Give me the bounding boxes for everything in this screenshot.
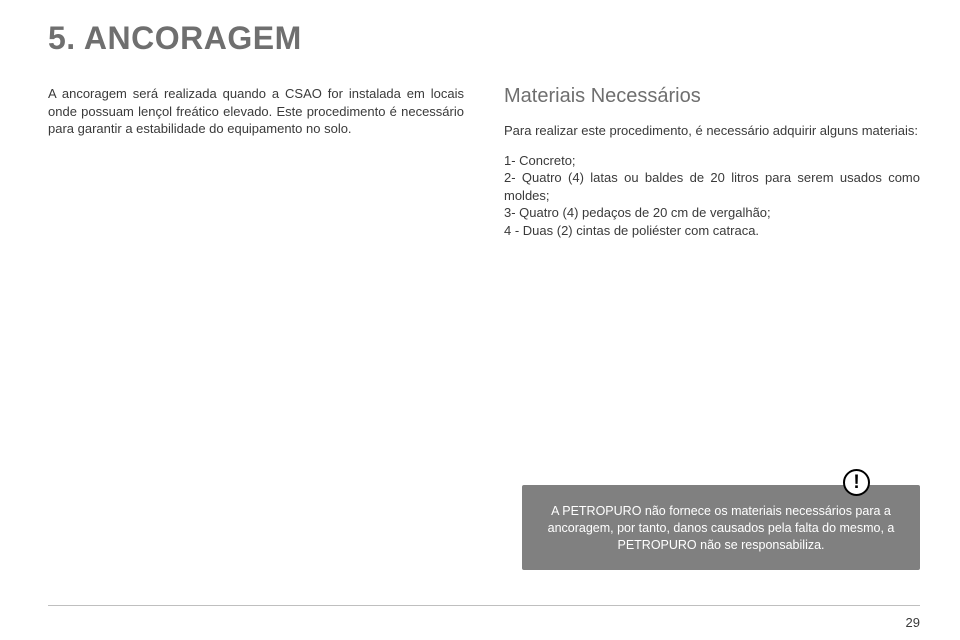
material-item: 3- Quatro (4) pedaços de 20 cm de vergal… — [504, 204, 920, 222]
right-column: Materiais Necessários Para realizar este… — [504, 85, 920, 239]
materials-intro: Para realizar este procedimento, é neces… — [504, 122, 920, 140]
section-title: 5. ANCORAGEM — [48, 20, 920, 57]
left-column: A ancoragem será realizada quando a CSAO… — [48, 85, 464, 239]
materials-heading: Materiais Necessários — [504, 85, 920, 108]
alert-text: A PETROPURO não fornece os materiais nec… — [544, 503, 898, 554]
footer-rule — [48, 605, 920, 606]
material-item: 2- Quatro (4) latas ou baldes de 20 litr… — [504, 169, 920, 204]
warning-icon: ! — [843, 469, 870, 496]
alert-box: ! A PETROPURO não fornece os materiais n… — [522, 485, 920, 570]
intro-paragraph: A ancoragem será realizada quando a CSAO… — [48, 85, 464, 138]
exclamation-icon: ! — [853, 473, 859, 492]
material-item: 4 - Duas (2) cintas de poliéster com cat… — [504, 222, 920, 240]
page-number: 29 — [906, 615, 920, 630]
two-column-layout: A ancoragem será realizada quando a CSAO… — [48, 85, 920, 239]
material-item: 1- Concreto; — [504, 152, 920, 170]
